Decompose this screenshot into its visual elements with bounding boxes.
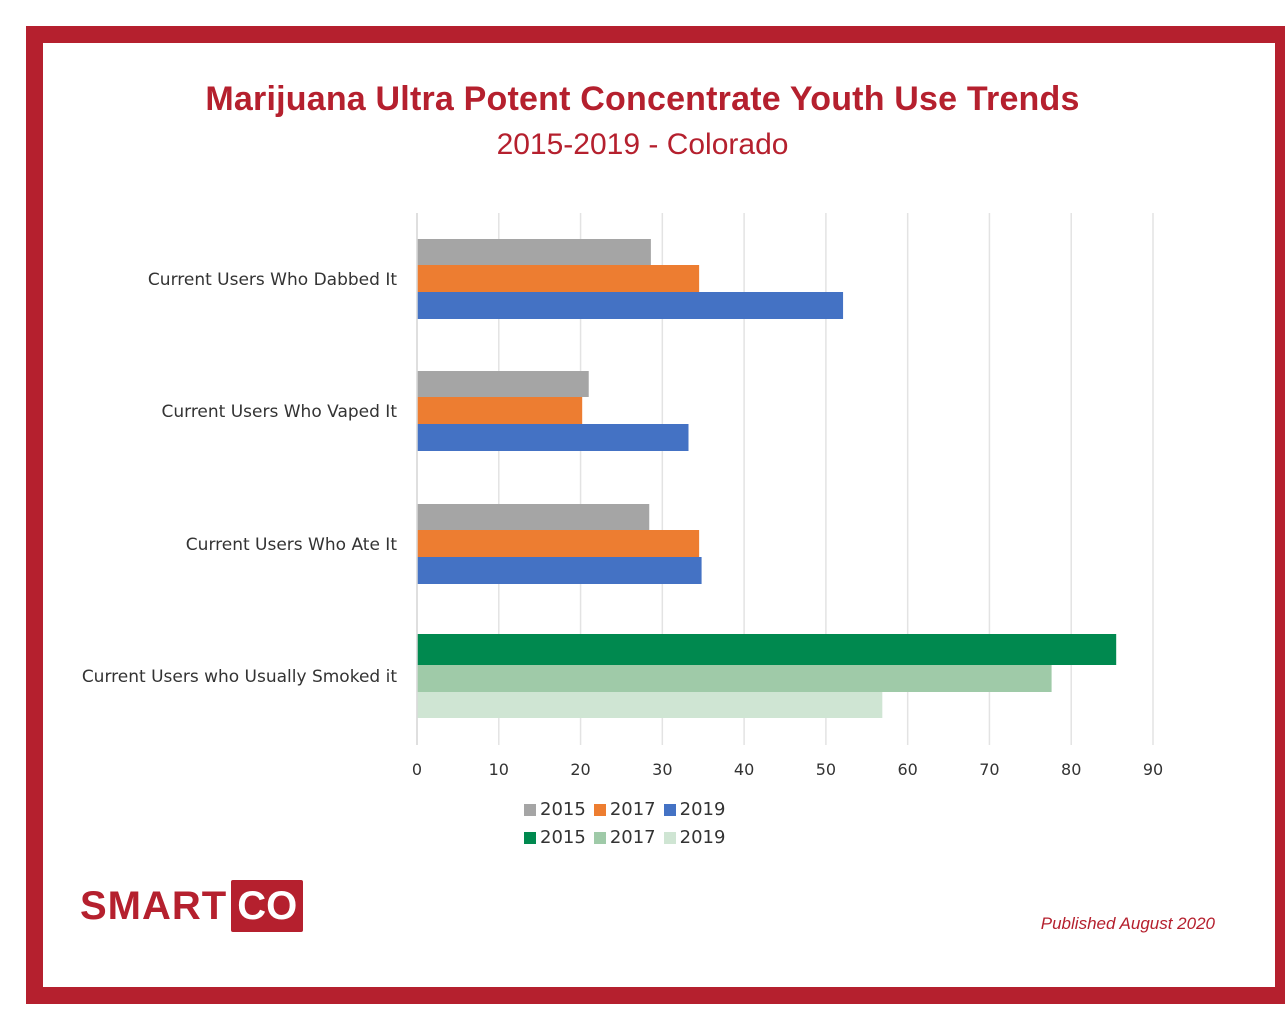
category-label: Current Users Who Vaped It [161, 402, 397, 422]
x-tick-label: 50 [816, 760, 836, 779]
bar-3-2017 [417, 530, 700, 557]
logo-smart-text: SMART [80, 883, 228, 928]
legend-label: 2019 [679, 827, 726, 848]
legend-swatch [593, 803, 606, 816]
legend-swatch [663, 803, 676, 816]
chart-frame [26, 26, 1285, 1004]
bar-4-2015 [417, 634, 1117, 665]
x-tick-label: 0 [412, 760, 422, 779]
bar-1-2019 [417, 292, 844, 319]
legend-swatch [663, 831, 676, 844]
legend-item: 2015 [524, 799, 586, 820]
x-tick-label: 80 [1061, 760, 1081, 779]
published-date: Published August 2020 [1040, 914, 1215, 933]
bar-2-2019 [417, 424, 689, 451]
legend-label: 2015 [540, 799, 586, 820]
x-tick-label: 60 [897, 760, 917, 779]
legend-row-1: 2015 2017 2019 [524, 799, 733, 820]
category-label: Current Users Who Ate It [186, 535, 398, 555]
bar-3-2019 [417, 557, 702, 584]
legend-label: 2017 [609, 799, 656, 820]
bar-2-2015 [417, 371, 589, 397]
chart-subtitle: 2015-2019 - Colorado [496, 128, 789, 161]
legend-swatch [524, 831, 536, 844]
x-tick-label: 10 [489, 760, 509, 779]
x-tick-label: 90 [1143, 760, 1163, 779]
x-tick-label: 70 [979, 760, 999, 779]
legend-item: 2017 [593, 827, 656, 848]
x-tick-label: 30 [652, 760, 672, 779]
legend-item: 2019 [663, 827, 726, 848]
bar-4-2017 [417, 665, 1052, 692]
legend-item: 2015 [524, 827, 586, 848]
bar-3-2015 [417, 504, 650, 530]
category-label: Current Users Who Dabbed It [148, 270, 397, 290]
chart-title: Marijuana Ultra Potent Concentrate Youth… [205, 80, 1080, 118]
legend-label: 2019 [679, 799, 726, 820]
bar-2-2017 [417, 397, 583, 424]
category-label: Current Users who Usually Smoked it [82, 667, 398, 687]
x-tick-label: 40 [734, 760, 754, 779]
bar-1-2015 [417, 239, 651, 265]
bar-4-2019 [417, 692, 883, 718]
logo-co-text: CO [231, 880, 304, 932]
smartco-logo: SMART CO [80, 880, 304, 932]
legend-row-2: 2015 2017 2019 [524, 827, 733, 848]
legend-label: 2017 [609, 827, 656, 848]
legend-swatch [524, 803, 536, 816]
legend-swatch [593, 831, 606, 844]
legend-item: 2019 [663, 799, 726, 820]
x-tick-label: 20 [570, 760, 590, 779]
legend-item: 2017 [593, 799, 656, 820]
legend-label: 2015 [540, 827, 586, 848]
bar-1-2017 [417, 265, 700, 292]
